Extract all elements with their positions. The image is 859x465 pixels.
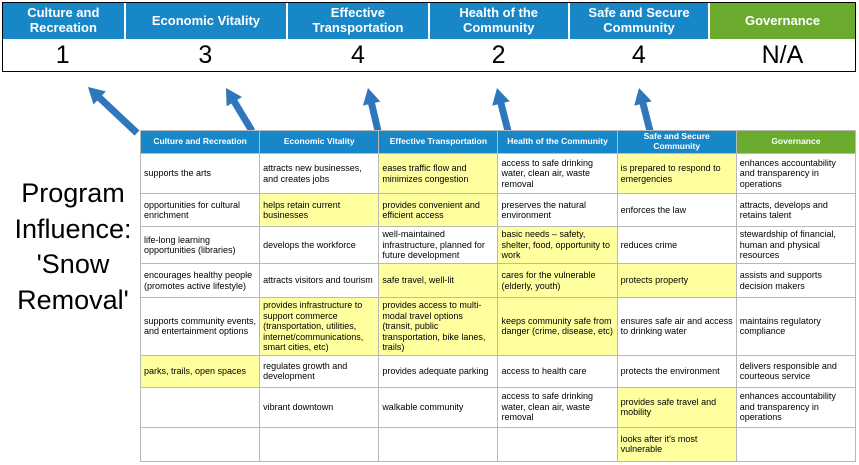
matrix-row: supports the arts attracts new businesses… xyxy=(139,153,857,194)
influence-matrix: Culture and Recreation Economic Vitality E… xyxy=(139,130,857,462)
matrix-cell: enhances accountability and transparency… xyxy=(735,386,857,428)
matrix-header-cell: Health of the Community xyxy=(497,130,618,154)
matrix-cell: attracts, develops and retains talent xyxy=(735,193,857,227)
matrix-cell: eases traffic flow and minimizes congest… xyxy=(378,153,499,194)
matrix-cell: protects the environment xyxy=(616,354,737,388)
matrix-cell: access to safe drinking water, clean air… xyxy=(497,386,618,428)
matrix-cell: develops the workforce xyxy=(259,226,380,264)
pillar-score: 3 xyxy=(124,39,287,71)
matrix-cell: assists and supports decision makers xyxy=(735,263,857,298)
matrix-header-cell: Governance xyxy=(735,130,857,154)
matrix-cell: enforces the law xyxy=(616,193,737,227)
matrix-cell xyxy=(735,426,857,462)
matrix-cell: looks after it's most vulnerable xyxy=(616,426,737,462)
matrix-cell: provides access to multi-modal travel op… xyxy=(378,297,499,356)
matrix-row: looks after it's most vulnerable xyxy=(139,426,857,462)
matrix-cell: opportunities for cultural enrichment xyxy=(139,193,261,227)
matrix-cell: reduces crime xyxy=(616,226,737,264)
matrix-row: encourages healthy people (promotes acti… xyxy=(139,263,857,298)
matrix-cell: provides safe travel and mobility xyxy=(616,386,737,428)
pillar-score: N/A xyxy=(709,39,855,71)
influence-table: Culture and Recreation Economic Vitality E… xyxy=(139,130,857,462)
matrix-cell: access to health care xyxy=(497,354,618,388)
pillar-header-cell: Effective Transportation xyxy=(288,3,428,39)
matrix-row: opportunities for cultural enrichment hel… xyxy=(139,193,857,227)
up-arrow-icon xyxy=(634,88,654,132)
matrix-header-cell: Effective Transportation xyxy=(378,130,499,154)
pillar-header-cell: Economic Vitality xyxy=(125,3,287,39)
matrix-cell: helps retain current businesses xyxy=(259,193,380,227)
matrix-cell: cares for the vulnerable (elderly, youth… xyxy=(497,263,618,298)
matrix-cell: supports the arts xyxy=(139,153,261,194)
matrix-cell: life-long learning opportunities (librar… xyxy=(139,226,261,264)
matrix-cell: preserves the natural environment xyxy=(497,193,618,227)
matrix-cell xyxy=(139,426,261,462)
matrix-cell: stewardship of financial, human and phys… xyxy=(735,226,857,264)
matrix-cell: keeps community safe from danger (crime,… xyxy=(497,297,618,356)
matrix-cell: provides adequate parking xyxy=(378,354,499,388)
pillar-score: 4 xyxy=(288,39,428,71)
pillar-header-row: Culture and Recreation Economic Vitality E… xyxy=(3,3,855,39)
up-arrow-icon xyxy=(492,88,512,132)
matrix-row: life-long learning opportunities (librar… xyxy=(139,226,857,264)
matrix-cell: attracts visitors and tourism xyxy=(259,263,380,298)
pillar-header-cell: Health of the Community xyxy=(429,3,568,39)
pillar-score: 1 xyxy=(3,39,123,71)
matrix-cell: provides infrastructure to support comme… xyxy=(259,297,380,356)
matrix-cell: supports community events, and entertain… xyxy=(139,297,261,356)
up-arrow-icon xyxy=(226,88,255,133)
pillar-header-cell: Safe and Secure Community xyxy=(569,3,709,39)
matrix-header-cell: Culture and Recreation xyxy=(139,130,261,154)
pillar-scoreboard: Culture and Recreation Economic Vitality E… xyxy=(2,2,856,72)
pillar-header-cell: Governance xyxy=(710,3,855,39)
matrix-cell: provides convenient and efficient access xyxy=(378,193,499,227)
matrix-cell: ensures safe air and access to drinking … xyxy=(616,297,737,356)
matrix-cell xyxy=(378,426,499,462)
program-influence-title: Program Influence: 'Snow Removal' xyxy=(14,178,132,315)
matrix-header-cell: Economic Vitality xyxy=(259,130,380,154)
matrix-row: supports community events, and entertain… xyxy=(139,297,857,356)
up-arrow-icon xyxy=(362,88,382,132)
matrix-cell: walkable community xyxy=(378,386,499,428)
pillar-header-cell: Culture and Recreation xyxy=(3,3,124,39)
matrix-cell: regulates growth and development xyxy=(259,354,380,388)
matrix-row: vibrant downtown walkable community access… xyxy=(139,386,857,428)
pillar-score-row: 1 3 4 2 4 N/A xyxy=(3,39,855,71)
matrix-cell xyxy=(139,386,261,428)
matrix-cell xyxy=(497,426,618,462)
matrix-cell: safe travel, well-lit xyxy=(378,263,499,298)
pillar-score: 2 xyxy=(429,39,568,71)
matrix-cell: well-maintained infrastructure, planned … xyxy=(378,226,499,264)
matrix-cell: protects property xyxy=(616,263,737,298)
matrix-cell: maintains regulatory compliance xyxy=(735,297,857,356)
matrix-cell xyxy=(259,426,380,462)
matrix-cell: enhances accountability and transparency… xyxy=(735,153,857,194)
matrix-cell: basic needs – safety, shelter, food, opp… xyxy=(497,226,618,264)
matrix-cell: attracts new businesses, and creates job… xyxy=(259,153,380,194)
matrix-cell: vibrant downtown xyxy=(259,386,380,428)
matrix-header-row: Culture and Recreation Economic Vitality E… xyxy=(139,130,857,154)
matrix-cell: parks, trails, open spaces xyxy=(139,354,261,388)
matrix-header-cell: Safe and Secure Community xyxy=(616,130,737,154)
matrix-row: parks, trails, open spaces regulates grow… xyxy=(139,354,857,388)
matrix-cell: access to safe drinking water, clean air… xyxy=(497,153,618,194)
matrix-cell: delivers responsible and courteous servi… xyxy=(735,354,857,388)
matrix-cell: is prepared to respond to emergencies xyxy=(616,153,737,194)
pillar-score: 4 xyxy=(569,39,708,71)
matrix-cell: encourages healthy people (promotes acti… xyxy=(139,263,261,298)
up-arrow-icon xyxy=(88,87,140,136)
